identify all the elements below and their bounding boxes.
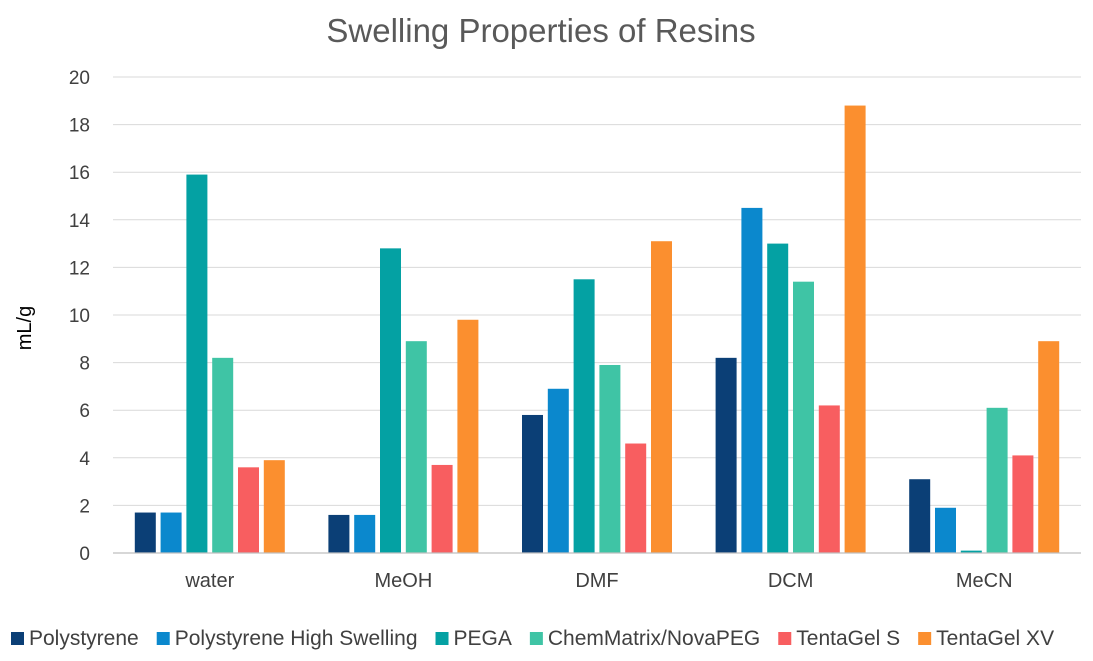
legend-label: PEGA — [454, 627, 512, 650]
bar-water-tentagel-xv — [263, 460, 285, 553]
y-tick-label: 4 — [79, 449, 90, 470]
x-tick-label: MeCN — [956, 570, 1013, 592]
bar-meoh-polystyrene-high-swelling — [354, 514, 376, 553]
y-tick-label: 2 — [79, 496, 90, 517]
legend-swatch — [529, 632, 543, 645]
legend-swatch — [435, 632, 449, 645]
legend-item: ChemMatrix/NovaPEG — [529, 627, 760, 650]
legend-item: TentaGel S — [778, 627, 900, 650]
bar-water-chemmatrix-novapeg — [212, 357, 234, 553]
bar-dcm-polystyrene-high-swelling — [741, 207, 763, 553]
y-tick-label: 0 — [79, 544, 90, 565]
y-tick-label: 18 — [69, 116, 90, 137]
bar-meoh-pega — [380, 248, 401, 554]
bar-mecn-pega — [960, 550, 982, 553]
legend-swatch — [11, 632, 24, 645]
bar-dmf-pega — [573, 279, 595, 553]
legend-item: TentaGel XV — [918, 627, 1054, 650]
bar-water-polystyrene-high-swelling — [160, 512, 182, 553]
bar-meoh-polystyrene — [328, 514, 350, 553]
bar-water-pega — [186, 174, 208, 553]
gridlines — [113, 76, 1081, 506]
legend-item: Polystyrene — [11, 627, 139, 650]
bar-water-polystyrene — [134, 512, 156, 553]
x-tick-label: MeOH — [375, 570, 433, 592]
y-axis-label: mL/g — [14, 306, 36, 350]
bar-mecn-tentagel-xv — [1038, 341, 1060, 553]
bar-mecn-polystyrene-high-swelling — [935, 507, 956, 553]
bar-dmf-chemmatrix-novapeg — [599, 364, 621, 553]
bar-dmf-tentagel-xv — [651, 241, 672, 553]
y-tick-label: 12 — [69, 258, 90, 279]
legend-label: ChemMatrix/NovaPEG — [548, 627, 760, 650]
bar-dmf-tentagel-s — [625, 443, 647, 553]
bars — [134, 105, 1060, 554]
y-tick-label: 20 — [69, 68, 90, 89]
x-tick-label: DMF — [575, 570, 618, 592]
bar-dcm-tentagel-xv — [844, 105, 866, 553]
legend-label: Polystyrene — [29, 627, 139, 650]
legend-label: TentaGel S — [796, 627, 900, 650]
bar-dmf-polystyrene — [522, 414, 543, 553]
legend-swatch — [156, 632, 170, 645]
legend-label: Polystyrene High Swelling — [175, 627, 418, 650]
x-tick-label: DCM — [768, 570, 814, 592]
y-tick-label: 10 — [69, 306, 90, 327]
legend: Polystyrene Polystyrene High Swelling PEGA… — [11, 627, 1054, 650]
bar-dcm-polystyrene — [715, 357, 737, 553]
legend-item: PEGA — [435, 627, 512, 650]
bar-dcm-pega — [767, 243, 789, 553]
bar-dmf-polystyrene-high-swelling — [547, 388, 569, 553]
bar-meoh-chemmatrix-novapeg — [405, 341, 427, 553]
chart-title: Swelling Properties of Resins — [326, 12, 755, 49]
axes: 0 2 4 6 8 10 12 14 16 18 20 water MeOH DMF DCM MeCN — [69, 68, 1081, 592]
bar-meoh-tentagel-s — [431, 464, 453, 553]
bar-water-tentagel-s — [238, 467, 259, 553]
bar-dcm-chemmatrix-novapeg — [793, 281, 814, 553]
x-tick-label: water — [184, 570, 234, 592]
y-tick-label: 6 — [79, 401, 90, 422]
bar-mecn-polystyrene — [909, 479, 931, 553]
y-tick-label: 8 — [79, 354, 90, 375]
legend-label: TentaGel XV — [936, 627, 1054, 650]
bar-meoh-tentagel-xv — [457, 319, 479, 553]
bar-mecn-tentagel-s — [1012, 455, 1034, 553]
y-tick-label: 16 — [69, 163, 90, 184]
bar-mecn-chemmatrix-novapeg — [986, 407, 1008, 553]
bar-dcm-tentagel-s — [818, 405, 840, 553]
y-tick-label: 14 — [69, 211, 91, 232]
legend-item: Polystyrene High Swelling — [156, 627, 418, 650]
legend-swatch — [918, 632, 932, 645]
legend-swatch — [778, 632, 792, 645]
